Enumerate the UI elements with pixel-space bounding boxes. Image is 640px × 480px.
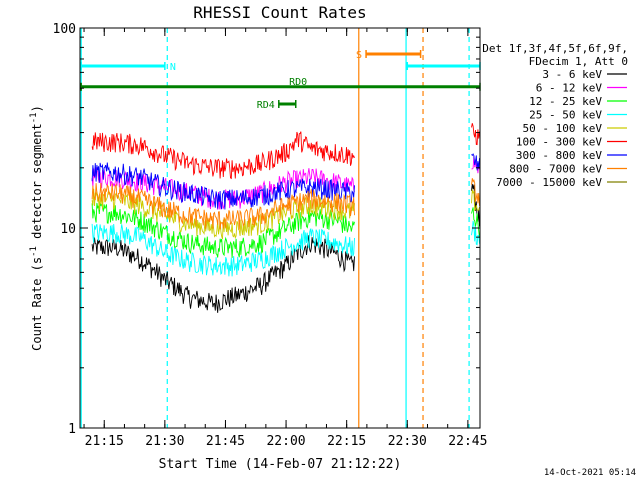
x-axis-ticks: 21:15 21:30 21:45 22:00 22:15 22:30 22:45 xyxy=(83,28,487,449)
y-tick-label-0: 1 xyxy=(68,422,76,437)
series-line-6-1 xyxy=(471,153,480,171)
y-tick-label-2: 100 xyxy=(53,22,76,37)
series-line-6-0 xyxy=(91,162,355,210)
series-line-4-0 xyxy=(91,188,355,240)
x-tick-label-6: 22:45 xyxy=(448,434,487,449)
legend-label-1: 6 - 12 keV xyxy=(536,82,603,95)
series-line-1-0 xyxy=(91,167,355,210)
x-tick-label-3: 22:00 xyxy=(266,434,305,449)
series-line-5-1 xyxy=(471,123,480,146)
series-line-5-0 xyxy=(91,131,355,180)
series-line-0-1 xyxy=(471,183,480,227)
flag-label-2: S xyxy=(356,50,362,61)
x-tick-label-4: 22:15 xyxy=(327,434,366,449)
plot-area: N S RD0 RD4 xyxy=(80,28,481,428)
legend-label-5: 100 - 300 keV xyxy=(516,136,602,149)
series-line-2-0 xyxy=(91,202,355,259)
flag-label-3: RD0 xyxy=(289,77,307,88)
series-line-7-1 xyxy=(471,178,480,206)
legend-label-8: 7000 - 15000 keV xyxy=(496,176,602,189)
x-tick-label-5: 22:30 xyxy=(388,434,427,449)
legend-label-4: 50 - 100 keV xyxy=(523,122,603,135)
x-tick-label-1: 21:30 xyxy=(145,434,184,449)
chart-title: RHESSI Count Rates xyxy=(193,3,366,22)
legend: Det 1f,3f,4f,5f,6f,9f,FDecim 1, Att 03 -… xyxy=(482,42,628,189)
y-tick-label-1: 10 xyxy=(60,222,76,237)
legend-label-7: 800 - 7000 keV xyxy=(509,163,602,176)
footer-timestamp: 14-Oct-2021 05:14 xyxy=(544,468,636,478)
legend-label-6: 300 - 800 keV xyxy=(516,149,602,162)
x-tick-label-0: 21:15 xyxy=(85,434,124,449)
legend-header-1: FDecim 1, Att 0 xyxy=(529,55,628,68)
y-axis-ticks: 1 10 100 xyxy=(53,22,480,437)
y-axis-label-mid: detector segment xyxy=(30,123,44,246)
y-axis-label-end: ) xyxy=(30,105,44,112)
x-axis-label: Start Time (14-Feb-07 21:12:22) xyxy=(159,457,402,472)
flag-label-4: RD4 xyxy=(257,100,275,111)
legend-label-3: 25 - 50 keV xyxy=(529,109,602,122)
flag-label-0: N xyxy=(170,62,176,73)
y-axis-label-sup1: -1 xyxy=(29,246,39,257)
y-axis-label-main: Count Rate (s xyxy=(30,257,44,351)
y-axis-label: Count Rate (s-1 detector segment-1) xyxy=(29,105,44,351)
series-line-2-1 xyxy=(471,207,480,238)
series-line-0-0 xyxy=(91,235,355,313)
series-line-3-0 xyxy=(91,223,355,277)
legend-label-0: 3 - 6 keV xyxy=(542,68,602,81)
y-axis-label-sup2: -1 xyxy=(29,112,39,123)
legend-label-2: 12 - 25 keV xyxy=(529,95,602,108)
series-line-4-1 xyxy=(471,189,480,212)
series-line-3-1 xyxy=(471,220,480,246)
series-line-7-0 xyxy=(91,182,355,230)
x-tick-label-2: 21:45 xyxy=(206,434,245,449)
legend-header-0: Det 1f,3f,4f,5f,6f,9f, xyxy=(482,42,628,55)
